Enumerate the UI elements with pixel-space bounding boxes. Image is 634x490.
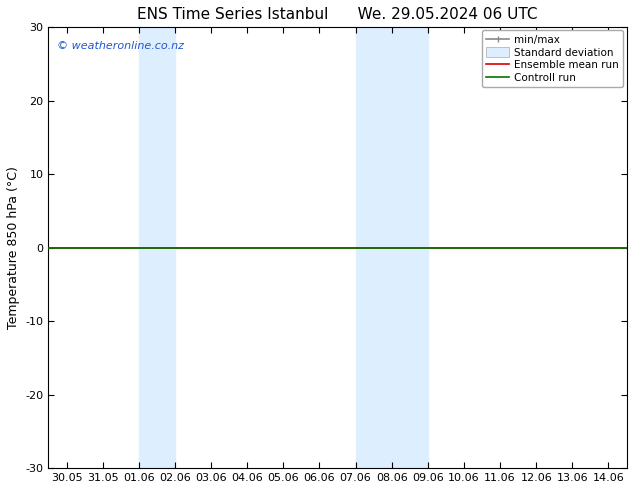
Legend: min/max, Standard deviation, Ensemble mean run, Controll run: min/max, Standard deviation, Ensemble me… bbox=[482, 30, 623, 88]
Bar bbox=[139, 27, 175, 468]
Title: ENS Time Series Istanbul      We. 29.05.2024 06 UTC: ENS Time Series Istanbul We. 29.05.2024 … bbox=[137, 7, 538, 22]
Y-axis label: Temperature 850 hPa (°C): Temperature 850 hPa (°C) bbox=[7, 166, 20, 329]
Text: © weatheronline.co.nz: © weatheronline.co.nz bbox=[57, 41, 184, 50]
Bar bbox=[356, 27, 428, 468]
